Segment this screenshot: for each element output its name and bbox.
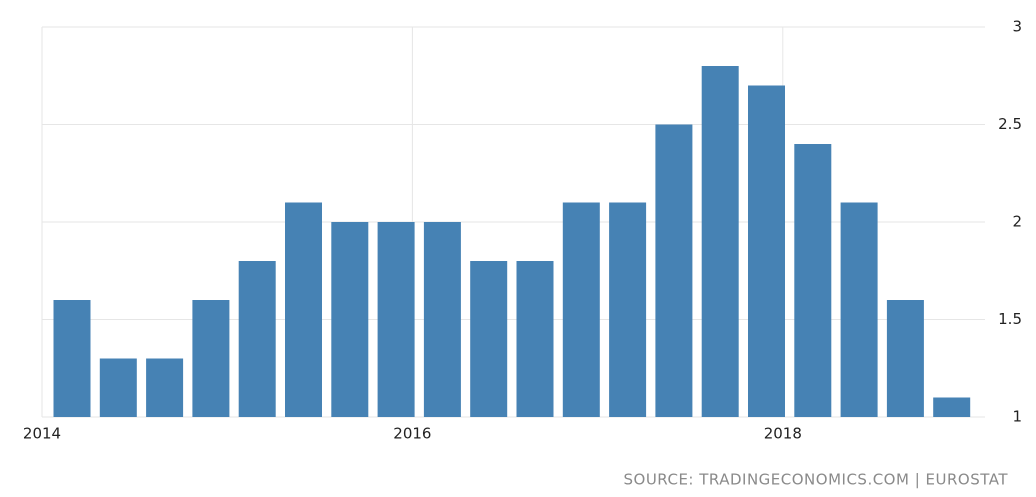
bar [285,202,322,417]
x-tick-label: 2014 [23,425,61,443]
bar [516,261,554,417]
bar [53,300,91,417]
y-tick-label: 2.5 [998,115,1022,133]
bar [99,358,137,417]
y-tick-label: 3 [1012,18,1022,36]
bar [701,66,739,417]
source-note: SOURCE: TRADINGECONOMICS.COM | EUROSTAT [623,471,1008,489]
bar [794,144,832,417]
bar [886,300,924,417]
bar [331,222,369,417]
bar [748,85,785,417]
x-tick-label: 2018 [764,425,802,443]
bar [377,222,415,417]
bar [470,261,508,417]
bar [840,202,878,417]
y-tick-label: 1.5 [998,310,1022,328]
bar [423,222,461,417]
bar [609,202,647,417]
bar [655,124,693,417]
bar [562,202,600,417]
bar [238,261,276,417]
y-tick-label: 1 [1012,408,1022,426]
y-tick-label: 2 [1012,213,1022,231]
bar [146,358,184,417]
x-tick-label: 2016 [393,425,431,443]
bar [933,397,971,417]
bar [192,300,230,417]
